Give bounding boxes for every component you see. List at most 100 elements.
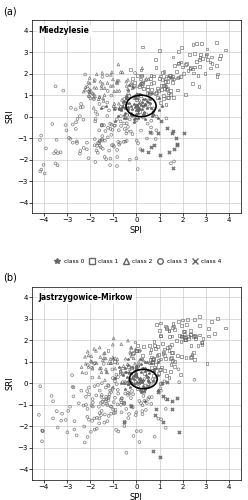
Point	[147, 102, 151, 110]
Point	[154, 361, 158, 369]
Point	[137, 438, 141, 446]
Point	[99, 82, 103, 90]
Point	[118, 368, 122, 376]
Point	[143, 386, 147, 394]
Point	[135, 378, 139, 386]
Point	[134, 365, 138, 373]
Point	[106, 381, 110, 389]
Point	[37, 411, 41, 419]
Point	[185, 60, 188, 68]
Point	[142, 392, 146, 400]
Point	[63, 121, 67, 129]
Point	[82, 402, 86, 409]
Y-axis label: SRI: SRI	[6, 110, 15, 124]
Point	[97, 126, 101, 134]
Point	[105, 400, 109, 407]
Point	[156, 86, 160, 94]
Point	[141, 355, 145, 363]
Point	[135, 373, 139, 381]
Point	[198, 50, 202, 58]
Point	[91, 374, 94, 382]
Point	[108, 154, 112, 162]
Point	[134, 110, 138, 118]
Text: Jastrzygowice-Mirkow: Jastrzygowice-Mirkow	[38, 292, 133, 302]
Point	[143, 95, 147, 103]
Point	[205, 45, 209, 53]
Point	[139, 72, 143, 80]
Point	[110, 366, 114, 374]
Point	[170, 324, 174, 332]
Point	[130, 81, 134, 89]
Point	[109, 402, 113, 410]
Point	[95, 70, 99, 78]
Point	[137, 358, 141, 366]
Point	[141, 364, 145, 372]
Point	[71, 138, 75, 146]
Point	[205, 50, 209, 58]
Point	[134, 94, 138, 102]
Point	[137, 99, 141, 107]
Point	[137, 397, 141, 405]
Point	[68, 403, 72, 411]
Point	[158, 365, 162, 373]
Point	[156, 130, 160, 138]
Point	[106, 134, 110, 141]
Point	[146, 120, 150, 128]
Point	[151, 367, 155, 375]
Point	[192, 349, 196, 357]
Point	[163, 354, 167, 362]
Point	[130, 104, 134, 112]
Point	[163, 78, 167, 86]
Point	[97, 100, 101, 108]
Point	[134, 408, 138, 416]
Point	[113, 116, 117, 124]
Point	[125, 380, 129, 388]
Point	[115, 146, 119, 154]
Point	[194, 58, 198, 66]
Point	[90, 402, 94, 409]
Point	[208, 64, 212, 72]
Point	[177, 378, 181, 386]
Text: Miedzylesie: Miedzylesie	[38, 26, 89, 35]
Point	[123, 390, 127, 398]
Point	[192, 356, 196, 364]
Point	[126, 336, 130, 344]
Point	[141, 84, 145, 92]
Point	[124, 92, 128, 100]
Point	[147, 148, 151, 156]
Point	[115, 380, 119, 388]
Point	[143, 364, 147, 372]
Point	[217, 54, 221, 62]
Point	[188, 354, 192, 362]
Point	[141, 410, 145, 418]
Point	[159, 82, 163, 90]
Point	[196, 342, 200, 349]
Point	[110, 126, 114, 134]
Point	[162, 377, 166, 385]
Point	[181, 316, 185, 324]
Point	[167, 326, 171, 334]
Point	[179, 72, 183, 80]
Point	[145, 89, 149, 97]
Point	[136, 106, 140, 114]
Point	[146, 82, 150, 90]
Point	[89, 428, 93, 436]
Point	[142, 384, 146, 392]
Point	[205, 360, 209, 368]
Point	[176, 59, 180, 67]
Point	[204, 52, 208, 60]
Point	[122, 398, 126, 406]
Point	[151, 358, 155, 366]
Point	[186, 66, 190, 74]
Point	[132, 380, 136, 388]
Point	[168, 86, 172, 94]
Point	[153, 344, 157, 352]
Point	[164, 100, 168, 108]
Point	[134, 370, 138, 378]
Point	[134, 101, 138, 109]
Point	[215, 38, 218, 46]
Point	[82, 144, 86, 152]
Point	[197, 331, 201, 339]
Point	[96, 148, 100, 156]
Point	[126, 355, 130, 363]
